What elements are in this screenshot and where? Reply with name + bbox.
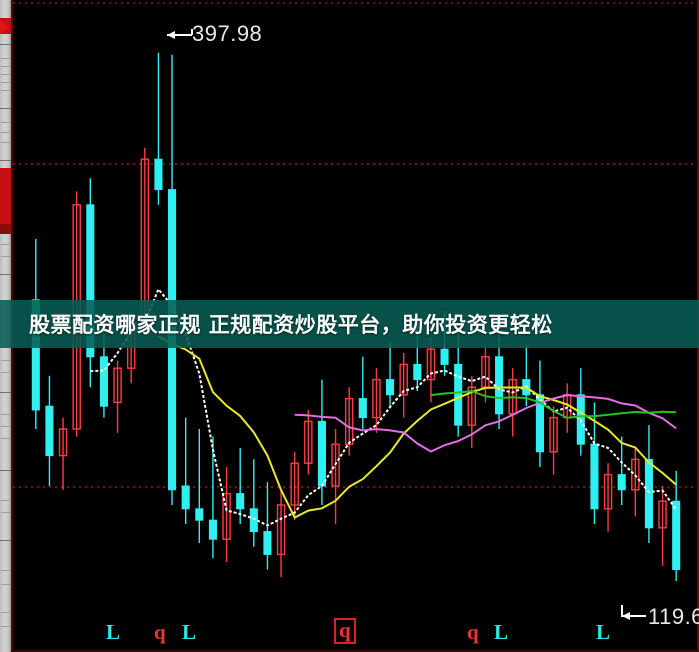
panel-row bbox=[1, 426, 10, 427]
x-axis-marker-5: L bbox=[494, 620, 509, 644]
candle-body bbox=[249, 508, 258, 533]
panel-row bbox=[1, 142, 10, 143]
panel-row bbox=[1, 512, 10, 513]
plot-area[interactable] bbox=[11, 0, 699, 652]
x-axis-marker-4: q bbox=[467, 620, 479, 644]
candle-body bbox=[426, 348, 436, 381]
panel-row bbox=[1, 58, 10, 59]
candle-body bbox=[603, 473, 613, 510]
candle-body bbox=[372, 378, 381, 419]
ad-banner[interactable]: 股票配资哪家正规 正规配资炒股平台，助你投资更轻松 bbox=[0, 300, 699, 348]
candle-body bbox=[236, 493, 245, 510]
candle-body bbox=[86, 204, 95, 358]
candle-body bbox=[154, 158, 163, 191]
chart-border-bottom bbox=[11, 650, 699, 652]
panel-row bbox=[1, 132, 10, 133]
x-axis-marker-1: q bbox=[154, 620, 166, 644]
candle-body bbox=[304, 420, 313, 464]
candle-body bbox=[440, 348, 449, 365]
gridline-top bbox=[11, 2, 699, 4]
candle-body bbox=[644, 458, 653, 529]
panel-row bbox=[1, 500, 10, 501]
candle-body bbox=[495, 356, 504, 415]
panel-row bbox=[1, 82, 10, 83]
panel-red-block-3 bbox=[0, 224, 11, 234]
candle-body bbox=[58, 428, 68, 457]
panel-divider-5 bbox=[0, 392, 11, 393]
panel-row bbox=[1, 612, 10, 613]
candle-body bbox=[549, 416, 558, 453]
x-axis-marker-0: L bbox=[106, 620, 121, 644]
panel-row bbox=[1, 122, 10, 123]
candle-body bbox=[358, 398, 367, 419]
x-axis-marker-2: L bbox=[182, 620, 197, 644]
panel-row bbox=[1, 360, 10, 361]
candle-body bbox=[222, 492, 231, 540]
candle-body bbox=[617, 474, 626, 491]
panel-red-block-2 bbox=[0, 168, 11, 224]
candle-body bbox=[208, 519, 217, 540]
high-callout-arrow-icon bbox=[167, 29, 193, 39]
candle-body bbox=[31, 299, 40, 411]
candle-body bbox=[331, 443, 340, 487]
panel-row bbox=[1, 372, 10, 373]
candle-body bbox=[195, 508, 204, 521]
ma-line-yellow bbox=[157, 335, 677, 519]
ma-line-white bbox=[90, 287, 678, 527]
candle-body bbox=[344, 397, 354, 445]
panel-row bbox=[1, 438, 10, 439]
candle-body bbox=[590, 443, 599, 510]
panel-divider-4 bbox=[0, 274, 11, 275]
x-axis-marker-3: q bbox=[334, 618, 356, 644]
candle-body bbox=[99, 356, 108, 407]
panel-divider-1 bbox=[0, 44, 11, 45]
candle-body bbox=[290, 462, 299, 506]
panel-row bbox=[1, 256, 10, 257]
candle-body bbox=[413, 363, 422, 381]
candle-body bbox=[672, 500, 681, 571]
gridline-mid bbox=[11, 163, 699, 165]
ma-line-green bbox=[430, 390, 677, 419]
candle-body bbox=[276, 504, 286, 556]
low-price-callout: 119.65 bbox=[648, 604, 699, 629]
panel-row bbox=[1, 584, 10, 585]
x-axis-marker-6: L bbox=[596, 620, 611, 644]
moving-average-layer bbox=[90, 287, 678, 527]
candle-body bbox=[45, 405, 54, 457]
panel-divider-3 bbox=[0, 160, 11, 161]
panel-divider-2 bbox=[0, 108, 11, 109]
panel-row bbox=[1, 626, 10, 627]
panel-divider-7 bbox=[0, 540, 11, 541]
candle-body bbox=[317, 420, 326, 487]
panel-divider-6 bbox=[0, 470, 11, 471]
candle-body bbox=[658, 500, 667, 529]
ma-line-magenta bbox=[294, 394, 677, 453]
candle-body bbox=[535, 394, 544, 453]
candle-body bbox=[181, 485, 190, 510]
panel-row bbox=[1, 90, 10, 91]
candle-body bbox=[454, 363, 463, 426]
gridline-bottom bbox=[11, 486, 699, 488]
panel-arrow-icon bbox=[0, 20, 9, 34]
panel-row bbox=[1, 244, 10, 245]
candle-body bbox=[386, 379, 395, 396]
candle-body bbox=[631, 458, 640, 491]
candle-body bbox=[263, 531, 272, 555]
panel-row bbox=[1, 570, 10, 571]
candle-body bbox=[113, 367, 122, 404]
panel-row bbox=[1, 66, 10, 67]
candle-body bbox=[399, 363, 408, 396]
panel-row bbox=[1, 74, 10, 75]
ad-banner-text: 股票配资哪家正规 正规配资炒股平台，助你投资更轻松 bbox=[29, 313, 553, 337]
high-price-callout: 397.98 bbox=[192, 21, 263, 46]
candle-body bbox=[467, 386, 477, 426]
low-callout-arrow-icon bbox=[621, 605, 646, 620]
panel-row bbox=[1, 414, 10, 415]
